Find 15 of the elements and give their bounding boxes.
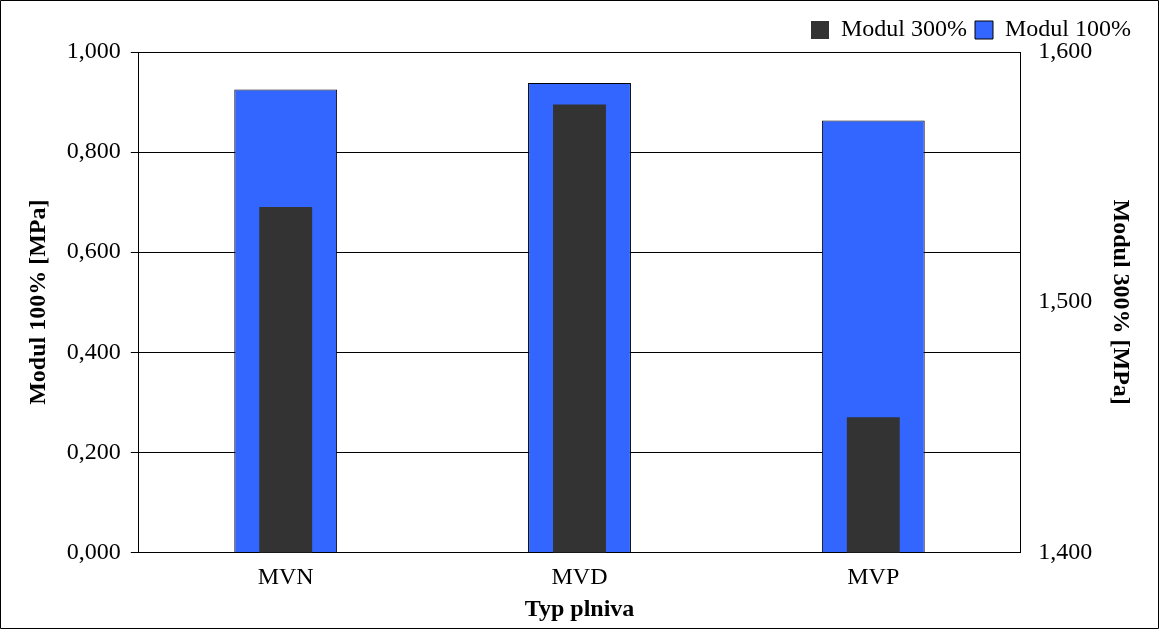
x-tick-label: MVP (847, 563, 900, 590)
y-tick-label: 0,400 (66, 337, 121, 364)
y-tick-label: 0,600 (66, 237, 121, 264)
y2-tick-label: 1,400 (1038, 537, 1093, 564)
y-axis-title: Modul 100% [MPa] (23, 199, 50, 405)
y-tick-label: 0,000 (66, 537, 121, 564)
x-axis-title: Typ plniva (524, 594, 635, 621)
y-tick-label: 0,800 (66, 137, 121, 164)
y2-axis-title: Modul 300% [MPa] (1109, 199, 1136, 405)
legend-label: Modul 300% (841, 15, 968, 42)
y-tick-label: 0,200 (66, 437, 121, 464)
y2-tick-label: 1,500 (1038, 287, 1093, 314)
x-tick-label: MVD (551, 563, 608, 590)
x-tick-label: MVN (257, 563, 314, 590)
y-tick-label: 1,000 (66, 37, 121, 64)
